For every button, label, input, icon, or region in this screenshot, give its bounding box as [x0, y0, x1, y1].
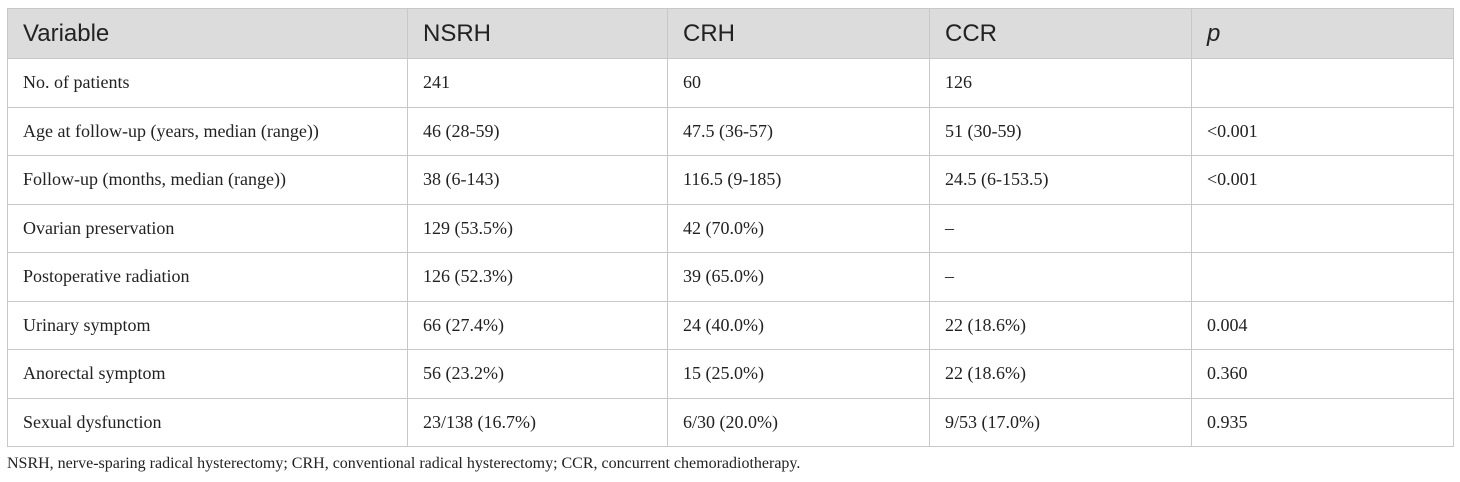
- table-cell: 38 (6-143): [407, 155, 668, 205]
- table-cell: 23/138 (16.7%): [407, 397, 668, 447]
- table-cell: 0.004: [1191, 300, 1454, 350]
- table-cell: 0.360: [1191, 349, 1454, 399]
- table-cell: Sexual dysfunction: [7, 397, 408, 447]
- table-cell: 24 (40.0%): [667, 300, 930, 350]
- table-cell: Postoperative radiation: [7, 252, 408, 302]
- header-row: Variable NSRH CRH CCR p: [7, 8, 1454, 59]
- table-cell: 42 (70.0%): [667, 203, 930, 253]
- table-cell: 0.935: [1191, 397, 1454, 447]
- table-row: Urinary symptom 66 (27.4%) 24 (40.0%) 22 (1…: [7, 300, 1454, 350]
- table-cell: –: [929, 203, 1192, 253]
- table-body: No. of patients 241 60 126 Age at follow-up …: [7, 58, 1454, 447]
- table-cell: 22 (18.6%): [929, 349, 1192, 399]
- table-cell: Anorectal symptom: [7, 349, 408, 399]
- data-table: Variable NSRH CRH CCR p No. of patients 241 60…: [7, 8, 1454, 447]
- table-cell: 24.5 (6-153.5): [929, 155, 1192, 205]
- table-cell: 60: [667, 58, 930, 108]
- header-cell: Variable: [7, 8, 408, 59]
- table-row: Anorectal symptom 56 (23.2%) 15 (25.0%) 22 …: [7, 349, 1454, 399]
- header-cell: CRH: [667, 8, 930, 59]
- table-cell: Ovarian preservation: [7, 203, 408, 253]
- table-cell: <0.001: [1191, 106, 1454, 156]
- footnote: NSRH, nerve-sparing radical hysterectomy…: [7, 455, 801, 472]
- table-cell: 126: [929, 58, 1192, 108]
- table-cell: [1191, 58, 1454, 108]
- table-cell: 47.5 (36-57): [667, 106, 930, 156]
- table-row: Ovarian preservation 129 (53.5%) 42 (70.0%…: [7, 203, 1454, 253]
- table-cell: Urinary symptom: [7, 300, 408, 350]
- table-row: Age at follow-up (years, median (range))…: [7, 106, 1454, 156]
- table-cell: 56 (23.2%): [407, 349, 668, 399]
- table-cell: –: [929, 252, 1192, 302]
- table-cell: Age at follow-up (years, median (range)): [7, 106, 408, 156]
- table-row: Postoperative radiation 126 (52.3%) 39 (65…: [7, 252, 1454, 302]
- table-cell: 6/30 (20.0%): [667, 397, 930, 447]
- table-cell: 9/53 (17.0%): [929, 397, 1192, 447]
- table-cell: 66 (27.4%): [407, 300, 668, 350]
- table-row: No. of patients 241 60 126: [7, 58, 1454, 108]
- header-cell: CCR: [929, 8, 1192, 59]
- table-cell: 22 (18.6%): [929, 300, 1192, 350]
- header-cell: p: [1191, 8, 1454, 59]
- table-cell: 126 (52.3%): [407, 252, 668, 302]
- table-cell: 15 (25.0%): [667, 349, 930, 399]
- table-cell: Follow-up (months, median (range)): [7, 155, 408, 205]
- table-cell: 51 (30-59): [929, 106, 1192, 156]
- table-cell: <0.001: [1191, 155, 1454, 205]
- table-row: Sexual dysfunction 23/138 (16.7%) 6/30 (20…: [7, 397, 1454, 447]
- table-cell: 116.5 (9-185): [667, 155, 930, 205]
- header-cell: NSRH: [407, 8, 668, 59]
- table-cell: 129 (53.5%): [407, 203, 668, 253]
- table-cell: 46 (28-59): [407, 106, 668, 156]
- table-cell: [1191, 203, 1454, 253]
- table-cell: 241: [407, 58, 668, 108]
- table-cell: [1191, 252, 1454, 302]
- table-row: Follow-up (months, median (range)) 38 (6-…: [7, 155, 1454, 205]
- table-cell: 39 (65.0%): [667, 252, 930, 302]
- table-cell: No. of patients: [7, 58, 408, 108]
